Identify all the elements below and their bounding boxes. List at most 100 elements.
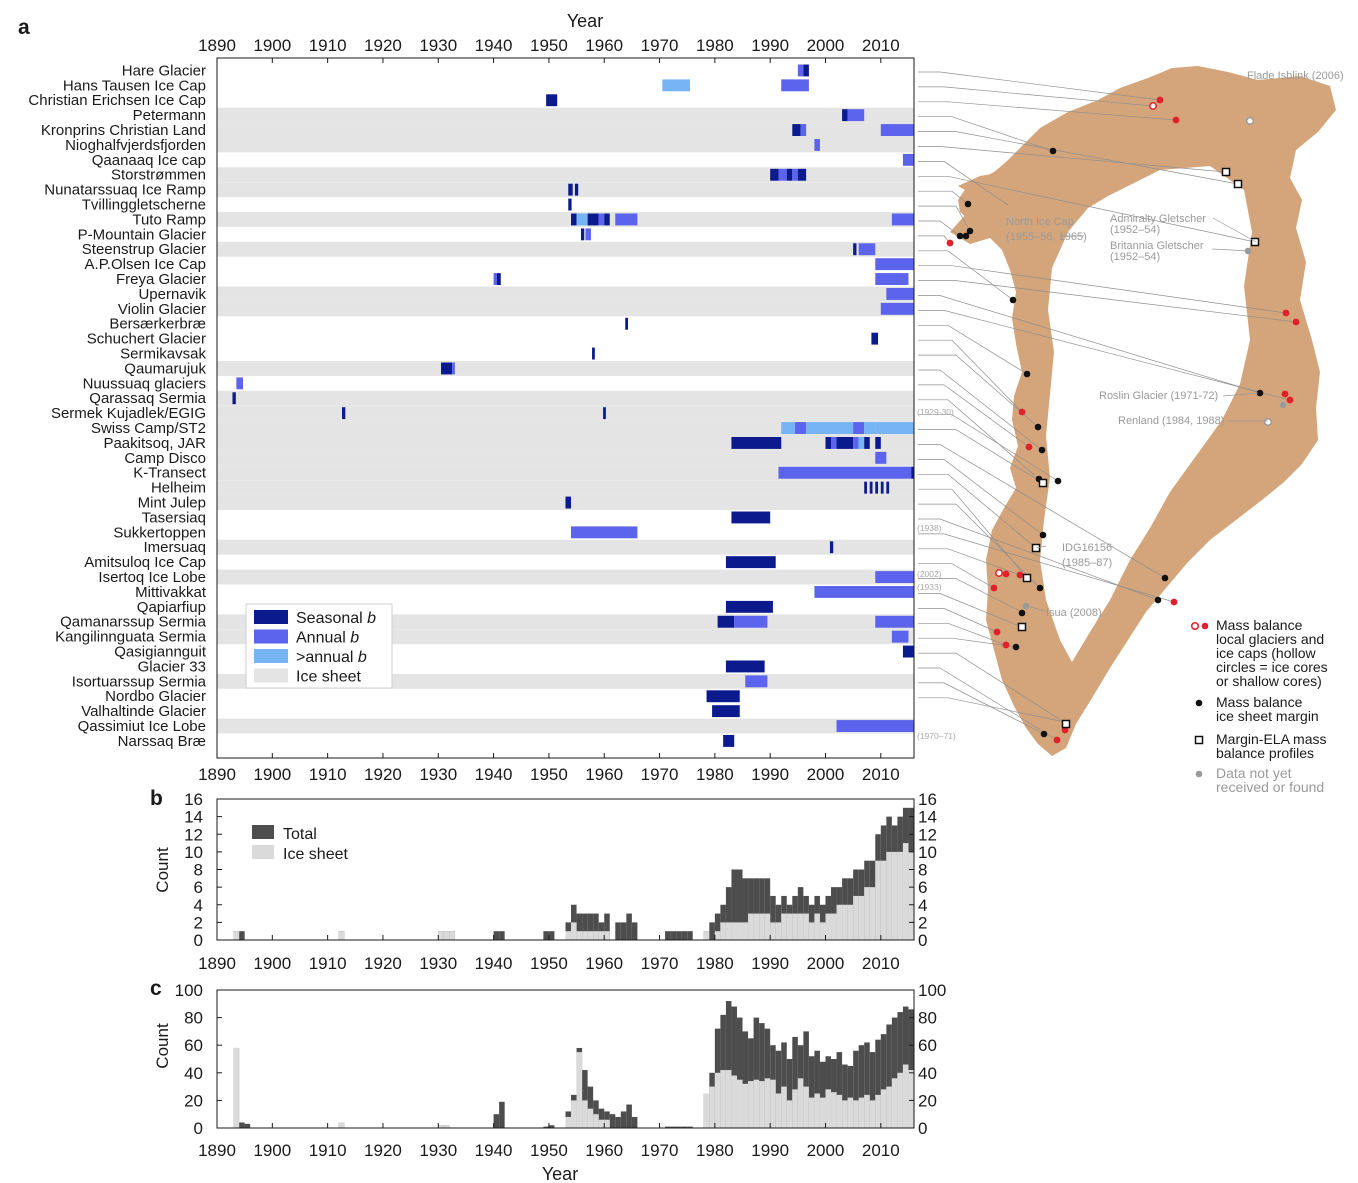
panel-label-a: a — [18, 16, 30, 39]
legend-hollow-red — [1190, 621, 1200, 631]
total-bar — [576, 913, 583, 940]
map-label-north: North Ice Cap — [1006, 216, 1074, 228]
span-annual — [598, 213, 605, 226]
total-bar — [244, 1123, 251, 1128]
map-label-leader — [1035, 545, 1047, 549]
site-label: Valhaltinde Glacier — [81, 703, 206, 720]
site-label: P-Mountain Glacier — [78, 226, 206, 243]
year-note: (1933) — [917, 582, 942, 592]
leader-line — [918, 146, 1227, 173]
panel-c-bars — [233, 1001, 914, 1128]
ice-sheet-bar — [825, 913, 832, 940]
legend-black-dot — [1195, 699, 1203, 707]
span-seasonal — [797, 168, 807, 181]
site-label: Sukkertoppen — [113, 524, 206, 541]
total-bar — [742, 878, 749, 940]
x-tick-label: 1970 — [641, 1141, 679, 1160]
panel-b-legend: Total Ice sheet — [252, 825, 348, 863]
site-label: Swiss Camp/ST2 — [91, 420, 206, 437]
span-annual — [734, 615, 768, 628]
total-bar — [858, 1045, 865, 1128]
total-bar — [864, 1042, 870, 1128]
leader-line — [918, 518, 1159, 601]
total-bar — [548, 1125, 555, 1128]
total-bar — [891, 1017, 898, 1128]
total-bar — [615, 922, 621, 940]
ice-sheet-band — [217, 539, 914, 555]
map-legend-line: received or found — [1216, 779, 1324, 795]
y-tick-label-left: 12 — [184, 825, 203, 844]
total-bar — [753, 878, 760, 940]
span-annual — [853, 422, 865, 434]
ice-sheet-bar — [443, 931, 450, 940]
ice-sheet-bar — [725, 922, 732, 940]
legend-label-multi: >annual b — [296, 649, 367, 666]
ice-sheet-bar — [836, 904, 843, 940]
ice-sheet-band — [217, 137, 914, 153]
span-annual — [891, 630, 909, 643]
x-tick-label: 1980 — [696, 1141, 734, 1160]
span-multi — [576, 213, 588, 226]
ice-sheet-bar — [814, 1093, 820, 1128]
x-tick-label: 1950 — [530, 954, 568, 973]
total-bar — [681, 931, 688, 940]
y-tick-label-left: 14 — [184, 808, 203, 827]
leader-line — [918, 488, 1028, 579]
ice-sheet-bar — [803, 913, 809, 940]
span-multi — [858, 437, 865, 449]
span-seasonal — [875, 437, 881, 449]
site-label: Qassimiut Ice Lobe — [78, 718, 206, 735]
span-annual — [585, 228, 591, 241]
ice-sheet-bar — [808, 922, 815, 940]
map-legend-line: circles = ice cores — [1216, 659, 1328, 675]
ice-sheet-bar — [819, 922, 826, 940]
x-tick-label: 1930 — [419, 765, 457, 784]
span-seasonal — [580, 228, 585, 241]
red-dot-marker — [990, 584, 998, 592]
site-label: Upernavik — [138, 286, 206, 303]
grey-hollow-marker — [1263, 417, 1273, 427]
total-bar — [748, 878, 754, 940]
x-tick-label: 1980 — [696, 36, 734, 55]
span-annual — [875, 451, 887, 464]
total-bar — [499, 1101, 505, 1128]
total-bar — [620, 922, 627, 940]
ice-sheet-bar — [775, 1093, 782, 1128]
grey-dot-marker — [1279, 401, 1287, 409]
span-annual — [886, 288, 914, 300]
map-legend-ela: Margin-ELA mass balance profiles — [1216, 731, 1326, 761]
span-seasonal — [880, 481, 884, 494]
y-tick-label-right: 14 — [918, 808, 937, 827]
total-bar — [687, 931, 693, 940]
red-dot-marker — [1025, 443, 1033, 451]
hollow-red-marker — [1149, 102, 1157, 110]
grey-dot-marker — [1022, 602, 1030, 610]
ela-square-marker — [1250, 237, 1260, 247]
span-multi — [662, 79, 690, 92]
span-annual — [781, 79, 809, 92]
ice-sheet-bar — [864, 887, 870, 940]
ice-sheet-bar — [880, 1089, 887, 1128]
map-label-britannia: Britannia Gletscher — [1110, 240, 1204, 252]
total-bar — [626, 1104, 632, 1128]
leader-line — [918, 563, 995, 589]
ice-sheet-bar — [736, 922, 743, 940]
span-seasonal — [717, 615, 735, 628]
span-seasonal — [731, 437, 782, 449]
total-bar — [714, 913, 721, 940]
total-bar — [736, 869, 743, 940]
total-bar — [499, 931, 505, 940]
site-label: Kangilinnguata Sermia — [55, 629, 207, 646]
total-bar — [543, 1126, 549, 1128]
ice-sheet-bar — [731, 922, 737, 940]
ice-sheet-bar — [880, 860, 887, 940]
span-annual — [836, 720, 914, 732]
site-label: Helheim — [151, 480, 206, 497]
total-bar — [742, 1031, 749, 1128]
span-annual — [875, 273, 909, 285]
leader-line — [918, 295, 1261, 394]
y-tick-label-left: 2 — [194, 913, 203, 932]
total-bar — [736, 1017, 743, 1128]
x-tick-label: 1930 — [419, 1141, 457, 1160]
